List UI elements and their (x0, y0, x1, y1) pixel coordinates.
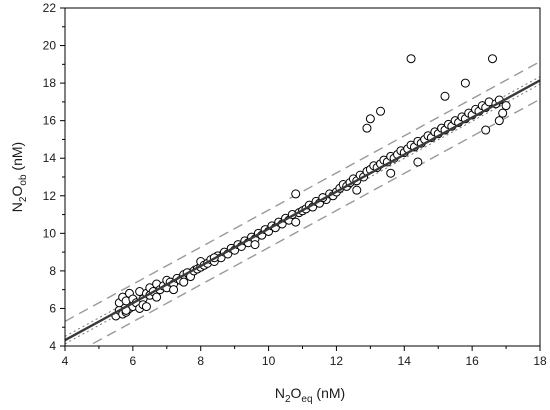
data-point (169, 285, 179, 295)
data-point (494, 116, 504, 126)
data-point (250, 240, 260, 250)
data-point (291, 217, 301, 227)
x-tick-label: 10 (262, 354, 276, 368)
data-point (141, 302, 151, 312)
y-tick-label: 14 (43, 151, 57, 165)
data-point (352, 185, 362, 195)
data-point (498, 108, 508, 118)
x-axis-title-base: N (275, 385, 285, 401)
x-axis-title: N2Oeq (nM) (275, 385, 345, 405)
data-point (406, 54, 416, 64)
x-tick-label: 6 (130, 354, 137, 368)
prediction-interval-line (87, 98, 540, 346)
data-point (179, 277, 189, 287)
data-point (152, 292, 162, 302)
y-tick-label: 4 (49, 339, 56, 353)
y-axis-title: N2Oob (nM) (9, 142, 29, 212)
data-point (365, 114, 375, 124)
data-point (376, 106, 386, 116)
data-point (481, 125, 491, 135)
data-point (440, 91, 450, 101)
y-axis-title-unit: (nM) (9, 142, 25, 175)
x-tick-label: 16 (465, 354, 479, 368)
regression-line (65, 79, 540, 342)
x-axis-title-sub1: 2 (285, 394, 291, 405)
y-tick-label: 10 (43, 226, 57, 240)
data-point (386, 168, 396, 178)
y-axis-title-sub2: ob (18, 174, 29, 186)
data-point (413, 157, 423, 167)
y-axis-title-base: N (9, 202, 25, 212)
y-axis-title-mid: O (9, 186, 25, 197)
x-tick-label: 8 (197, 354, 204, 368)
y-tick-label: 6 (49, 301, 56, 315)
x-tick-label: 12 (330, 354, 344, 368)
data-point (488, 54, 497, 64)
data-point (362, 123, 372, 133)
data-point (501, 101, 511, 111)
plot-frame (64, 7, 541, 347)
prediction-interval-line (65, 61, 540, 322)
y-tick-label: 12 (43, 189, 57, 203)
y-axis-title-sub1: 2 (18, 196, 29, 202)
x-axis-title-sub2: eq (301, 394, 312, 405)
y-tick-label: 16 (43, 114, 57, 128)
x-tick-label: 18 (533, 354, 547, 368)
y-tick-label: 18 (43, 76, 57, 90)
y-tick-label: 22 (43, 1, 57, 15)
data-point (291, 189, 301, 199)
y-tick-label: 20 (43, 39, 57, 53)
x-axis-title-mid: O (291, 385, 302, 401)
data-point (460, 78, 470, 88)
y-tick-label: 8 (49, 264, 56, 278)
x-axis-title-unit: (nM) (313, 385, 346, 401)
x-axis: 4 6 8 10 12 14 16 18 (62, 346, 547, 368)
x-tick-label: 4 (62, 354, 69, 368)
regression-lines (65, 79, 540, 342)
x-tick-label: 14 (398, 354, 412, 368)
y-axis: 4 6 8 10 12 14 16 18 20 22 (43, 1, 65, 353)
